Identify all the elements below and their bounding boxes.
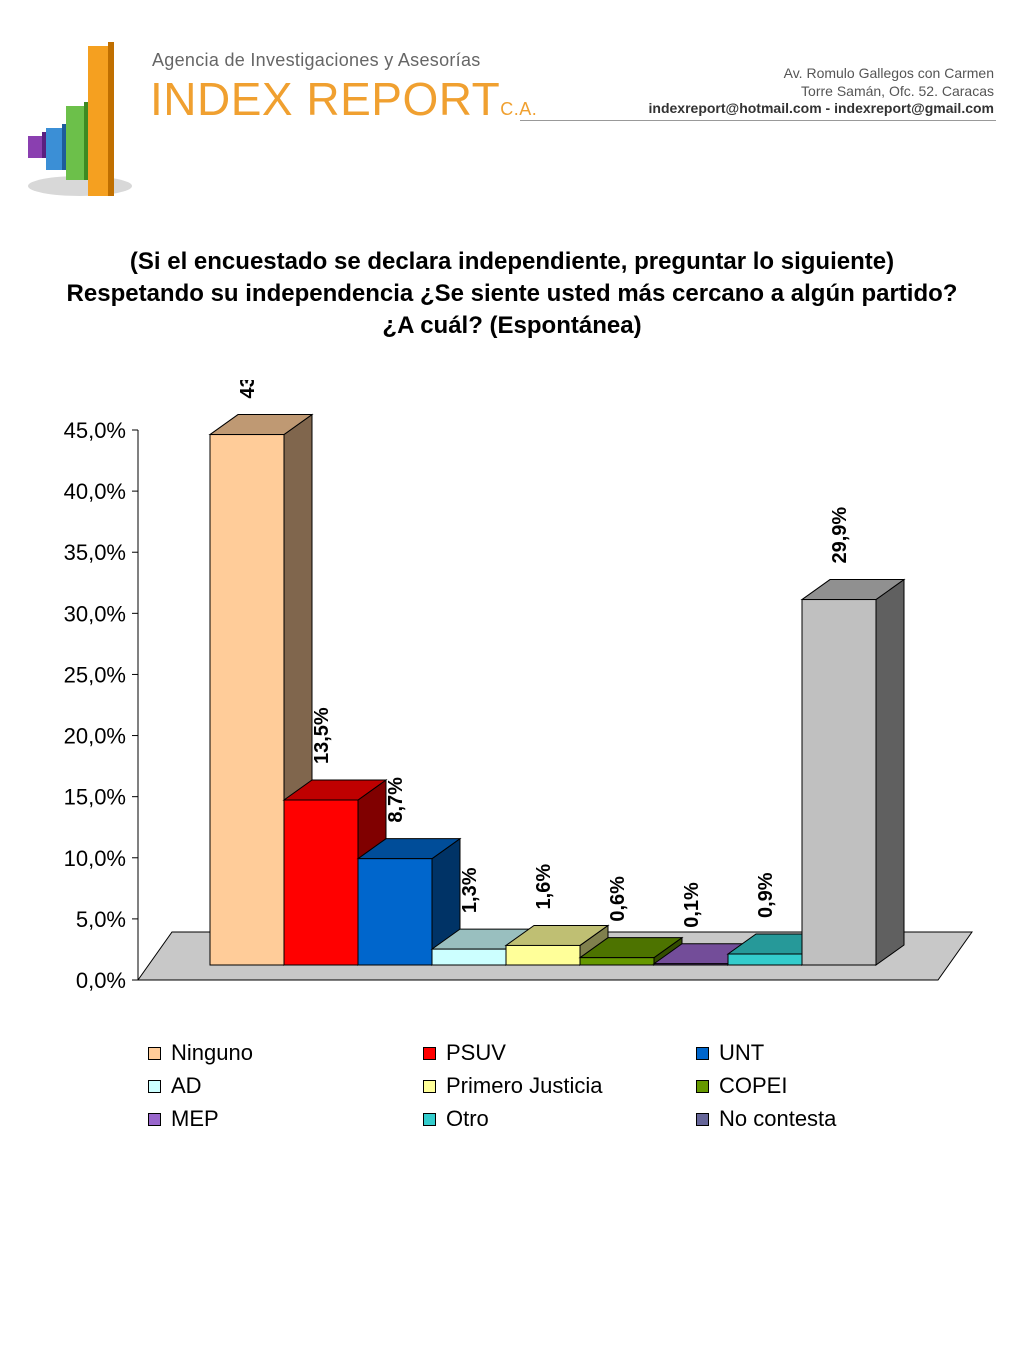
legend-item: UNT <box>696 1040 764 1066</box>
y-tick-label: 20,0% <box>64 724 126 749</box>
brand-title: INDEX REPORT <box>150 73 501 125</box>
legend-label: AD <box>171 1073 202 1098</box>
legend-swatch <box>423 1046 436 1060</box>
y-tick-label: 35,0% <box>64 540 126 565</box>
legend-swatch <box>696 1079 709 1093</box>
legend-label: COPEI <box>719 1073 788 1098</box>
bar-value-label: 0,6% <box>607 876 629 922</box>
legend-label: Primero Justicia <box>446 1073 603 1098</box>
bar-value-label: 1,3% <box>459 867 481 913</box>
agency-name: Agencia de Investigaciones y Asesorías <box>152 50 481 70</box>
address-block: Av. Romulo Gallegos con Carmen Torre Sam… <box>784 64 994 100</box>
y-tick-label: 15,0% <box>64 785 126 810</box>
legend-label: Ninguno <box>171 1040 253 1065</box>
address-line-1: Av. Romulo Gallegos con Carmen <box>783 65 994 81</box>
legend-swatch <box>423 1112 436 1126</box>
bar-value-label: 43,4% <box>237 380 259 399</box>
legend-item: Otro <box>423 1106 489 1132</box>
bar-value-label: 13,5% <box>311 707 333 764</box>
bar-chart-logo-icon <box>28 42 132 196</box>
brand-name: INDEX REPORTC.A. <box>150 72 537 126</box>
bar-primero-justicia <box>504 924 610 966</box>
legend-label: PSUV <box>446 1040 506 1065</box>
legend-label: No contesta <box>719 1106 837 1131</box>
y-tick-label: 5,0% <box>76 907 126 932</box>
legend-item: COPEI <box>696 1073 787 1099</box>
question-line-1: (Si el encuestado se declara independien… <box>129 248 895 275</box>
report-header: Agencia de Investigaciones y Asesorías I… <box>0 0 1024 220</box>
legend-swatch <box>696 1112 709 1126</box>
y-tick-label: 45,0% <box>64 418 126 443</box>
question-line-2: Respetando su independencia ¿Se siente u… <box>66 280 958 307</box>
legend-item: Primero Justicia <box>423 1073 602 1099</box>
legend-item: PSUV <box>423 1040 506 1066</box>
legend-swatch <box>423 1079 436 1093</box>
y-tick-label: 10,0% <box>64 846 126 871</box>
legend-label: UNT <box>719 1040 765 1065</box>
header-divider <box>520 120 996 121</box>
bar-value-label: 0,9% <box>755 872 777 918</box>
question-line-3: ¿A cuál? (Espontánea) <box>382 312 642 339</box>
bar-unt <box>356 837 462 966</box>
y-tick-label: 30,0% <box>64 601 126 626</box>
address-line-2: Torre Samán, Ofc. 52. Caracas <box>801 83 994 99</box>
contact-emails: indexreport@hotmail.com - indexreport@gm… <box>648 100 994 116</box>
y-tick-label: 25,0% <box>64 662 126 687</box>
legend-item: Ninguno <box>148 1040 253 1066</box>
y-tick-label: 0,0% <box>76 968 126 993</box>
legend-swatch <box>696 1046 709 1060</box>
bar-value-label: 8,7% <box>385 777 407 823</box>
legend-swatch <box>148 1046 161 1060</box>
bar-value-label: 29,9% <box>829 507 851 564</box>
bar-chart: 0,0% 5,0% 10,0% 15,0% 20,0% 25,0% 30,0% 35,0% 40… <box>64 380 973 993</box>
legend-item: MEP <box>148 1106 219 1132</box>
bar-value-label: 1,6% <box>533 864 555 910</box>
legend-item: AD <box>148 1073 202 1099</box>
legend-swatch <box>148 1079 161 1093</box>
bar-no-contesta <box>800 578 906 966</box>
legend-label: MEP <box>171 1106 219 1131</box>
legend-label: Otro <box>446 1106 489 1131</box>
legend-swatch <box>148 1112 161 1126</box>
bar-value-label: 0,1% <box>681 882 703 928</box>
brand-suffix: C.A. <box>500 99 538 119</box>
survey-question: (Si el encuestado se declara independien… <box>0 246 1024 342</box>
legend-item: No contesta <box>696 1106 836 1132</box>
y-tick-label: 40,0% <box>64 479 126 504</box>
